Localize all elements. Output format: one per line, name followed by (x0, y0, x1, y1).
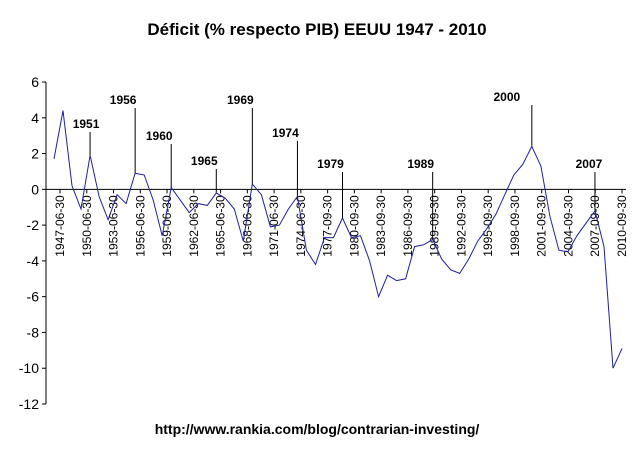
x-tick-label: 1968-06-30 (240, 195, 254, 257)
x-tick-label: 1947-06-30 (53, 195, 67, 257)
y-tick-label: -6 (27, 289, 40, 305)
x-tick-label: 1962-06-30 (187, 195, 201, 257)
x-tick-label: 1974-06-30 (294, 195, 308, 257)
x-tick-label: 1956-06-30 (133, 195, 147, 257)
y-tick-labels: 6 4 2 0 -2 -4 -6 -8 -10 -12 (19, 74, 46, 412)
x-tick-label: 1986-09-30 (401, 195, 415, 257)
x-tick-label: 1998-09-30 (508, 195, 522, 257)
annotation-label: 1965 (191, 154, 218, 168)
x-tick-label: 1989-09-30 (428, 195, 442, 257)
event-annotations: 1951 1956 1960 1965 1969 1974 1979 1989 2000 2007 (73, 90, 603, 240)
annotation-label: 1989 (407, 157, 434, 171)
x-tick-label: 1983-09-30 (374, 195, 388, 257)
x-tick-label: 2001-09-30 (535, 195, 549, 257)
deficit-line (53, 110, 623, 369)
source-url: http://www.rankia.com/blog/contrarian-in… (154, 421, 480, 437)
y-tick-label: -4 (27, 253, 40, 269)
annotation-label: 1956 (110, 93, 137, 107)
x-tick-label: 1992-09-30 (454, 195, 468, 257)
y-tick-label: -8 (27, 324, 40, 340)
x-tick-label: 1965-06-30 (214, 195, 228, 257)
annotation-label: 1974 (272, 126, 299, 140)
y-tick-label: 0 (31, 181, 39, 197)
deficit-series (53, 110, 623, 369)
x-tick-label: 1953-06-30 (107, 195, 121, 257)
x-tick-labels: 1947-06-30 1950-06-30 1953-06-30 1956-06-30… (53, 189, 629, 257)
x-tick-label: 1959-06-30 (160, 195, 174, 257)
x-tick-label: 1950-06-30 (80, 195, 94, 257)
annotation-label: 1951 (73, 117, 100, 131)
y-tick-label: -10 (19, 360, 39, 376)
y-tick-label: 2 (31, 146, 39, 162)
x-tick-label: 2007-09-30 (588, 195, 602, 257)
chart-title: Déficit (% respecto PIB) EEUU 1947 - 201… (147, 20, 487, 39)
x-tick-label: 1977-09-30 (321, 195, 335, 257)
x-tick-label: 2010-09-30 (615, 195, 629, 257)
chart-axes (45, 82, 626, 404)
y-tick-label: -12 (19, 396, 39, 412)
annotation-label: 1979 (317, 157, 344, 171)
y-tick-label: 6 (31, 74, 39, 90)
y-tick-label: 4 (31, 110, 39, 126)
annotation-label: 1969 (227, 93, 254, 107)
x-tick-label: 2004-09-30 (561, 195, 575, 257)
annotation-label: 2000 (493, 90, 520, 104)
y-tick-label: -2 (27, 217, 40, 233)
annotation-label: 2007 (576, 157, 603, 171)
annotation-label: 1960 (146, 129, 173, 143)
x-tick-label: 1980-09-30 (347, 195, 361, 257)
